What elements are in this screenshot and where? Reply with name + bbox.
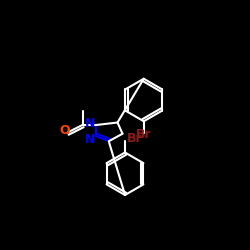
Text: N: N [85, 133, 95, 146]
Text: O: O [60, 124, 70, 136]
Text: N: N [85, 117, 95, 130]
Text: Br: Br [136, 128, 152, 141]
Text: Br: Br [127, 132, 143, 145]
